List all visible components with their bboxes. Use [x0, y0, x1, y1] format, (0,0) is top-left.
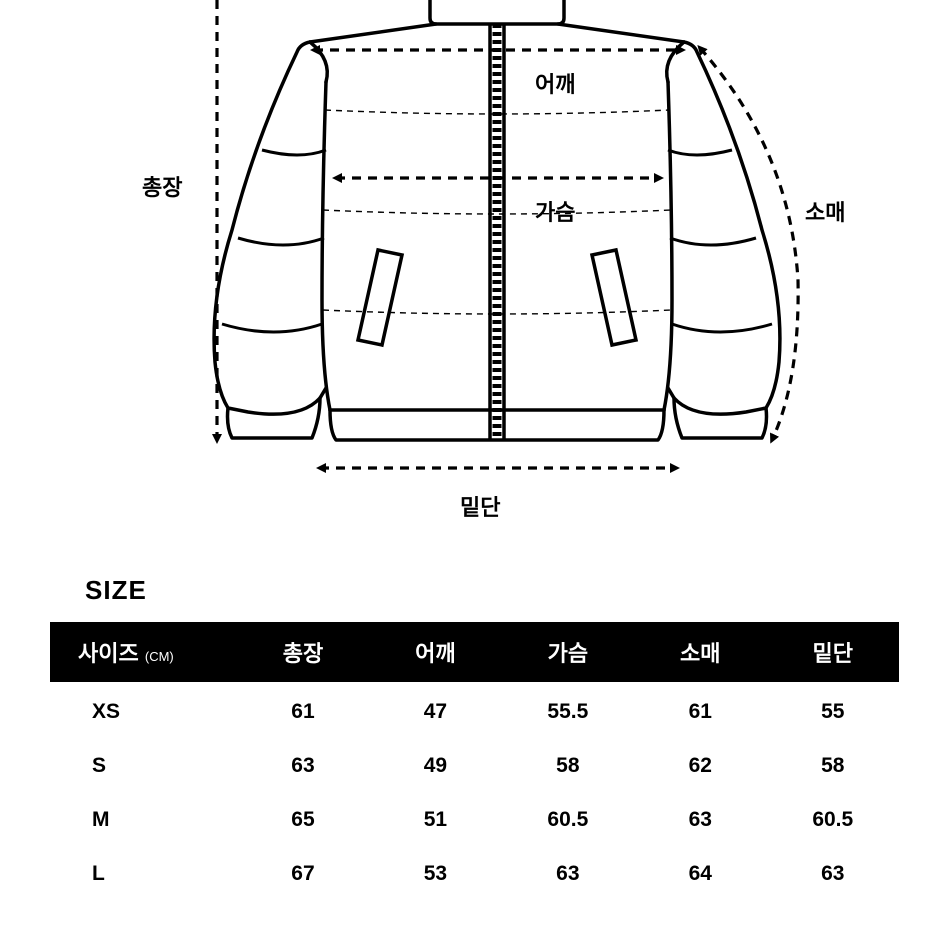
table-row: XS 61 47 55.5 61 55: [50, 682, 899, 736]
cell-size: L: [50, 844, 237, 898]
table-row: L 67 53 63 64 63: [50, 844, 899, 898]
jacket-svg: [0, 0, 949, 525]
cell-chest: 63: [502, 844, 634, 898]
cell-chest: 60.5: [502, 790, 634, 844]
cell-shoulder: 49: [369, 736, 501, 790]
label-shoulder: 어깨: [535, 67, 575, 99]
size-title: SIZE: [85, 575, 147, 606]
table-row: M 65 51 60.5 63 60.5: [50, 790, 899, 844]
cell-hem: 60.5: [767, 790, 899, 844]
table-row: S 63 49 58 62 58: [50, 736, 899, 790]
col-header-size-label: 사이즈: [78, 641, 139, 666]
cell-chest: 58: [502, 736, 634, 790]
cell-length: 63: [237, 736, 369, 790]
label-length: 총장: [142, 170, 182, 202]
cell-hem: 55: [767, 682, 899, 736]
col-header-shoulder: 어깨: [369, 622, 501, 682]
label-hem: 밑단: [460, 490, 500, 522]
cell-size: XS: [50, 682, 237, 736]
cell-shoulder: 47: [369, 682, 501, 736]
col-header-size: 사이즈 (CM): [50, 622, 237, 682]
cell-shoulder: 51: [369, 790, 501, 844]
cell-length: 61: [237, 682, 369, 736]
col-header-length: 총장: [237, 622, 369, 682]
cell-size: S: [50, 736, 237, 790]
cell-sleeve: 63: [634, 790, 766, 844]
label-chest: 가슴: [535, 195, 575, 227]
cell-shoulder: 53: [369, 844, 501, 898]
size-table-head: 사이즈 (CM) 총장 어깨 가슴 소매 밑단: [50, 622, 899, 682]
col-header-sleeve: 소매: [634, 622, 766, 682]
cell-sleeve: 61: [634, 682, 766, 736]
label-sleeve: 소매: [805, 195, 845, 227]
cell-size: M: [50, 790, 237, 844]
cell-sleeve: 64: [634, 844, 766, 898]
cell-length: 67: [237, 844, 369, 898]
cell-chest: 55.5: [502, 682, 634, 736]
cell-hem: 58: [767, 736, 899, 790]
col-header-hem: 밑단: [767, 622, 899, 682]
size-table: 사이즈 (CM) 총장 어깨 가슴 소매 밑단 XS 61 47 55.5 61…: [50, 622, 899, 898]
col-header-chest: 가슴: [502, 622, 634, 682]
cell-hem: 63: [767, 844, 899, 898]
jacket-diagram: 총장 어깨 가슴 소매 밑단: [0, 0, 949, 525]
size-table-body: XS 61 47 55.5 61 55 S 63 49 58 62 58 M 6…: [50, 682, 899, 898]
cell-length: 65: [237, 790, 369, 844]
cell-sleeve: 62: [634, 736, 766, 790]
col-header-size-unit: (CM): [145, 649, 174, 664]
